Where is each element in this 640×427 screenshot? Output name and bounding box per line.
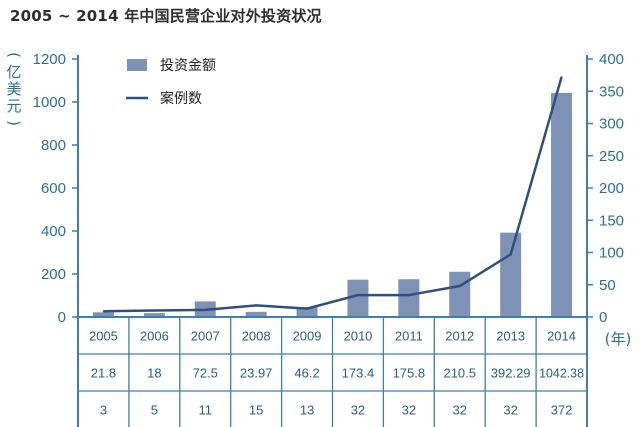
table-amount-cell: 46.2 <box>294 366 319 381</box>
line-point-2013 <box>509 253 512 256</box>
bar-2011 <box>398 279 420 317</box>
bar-series <box>92 92 573 317</box>
table-year-cell: 2013 <box>496 329 525 344</box>
line-point-2010 <box>357 294 359 296</box>
bar-2010 <box>347 279 369 317</box>
data-table: 2005 2006 2007 2008 2009 2010 2011 2012 2013 2014… <box>77 316 588 427</box>
left-tick-label: 1000 <box>33 94 66 111</box>
left-axis-label-char: ( <box>5 52 23 58</box>
table-year-cell: 2010 <box>343 329 372 344</box>
chart-title: 2005 ~ 2014 年中国民营企业对外投资状况 <box>10 7 322 25</box>
left-axis-label-char: 元 <box>6 97 21 115</box>
left-axis-ticks: 0 200 400 600 800 1000 1200 <box>33 51 78 326</box>
right-tick-label: 250 <box>599 148 624 165</box>
right-tick-label: 400 <box>599 51 624 68</box>
line-point-2005 <box>102 310 105 312</box>
table-cases-cell: 15 <box>249 403 263 418</box>
axes <box>77 55 588 317</box>
right-tick-label: 350 <box>599 83 624 100</box>
table-cases-cell: 11 <box>199 403 213 418</box>
legend-bar-swatch <box>127 59 147 71</box>
table-year-cell: 2011 <box>395 329 423 344</box>
left-tick-label: 200 <box>41 266 66 283</box>
line-point-2012 <box>458 285 461 287</box>
left-axis-label-char: 美 <box>6 80 21 98</box>
table-cases-cell: 32 <box>453 403 467 418</box>
table-amount-cell: 210.5 <box>443 366 476 381</box>
table-cases-cell: 32 <box>503 403 517 418</box>
left-axis-label-char: 亿 <box>6 63 21 81</box>
table-year-cell: 2008 <box>242 329 271 344</box>
bar-2013 <box>500 232 522 317</box>
table-cases-cell: 13 <box>300 403 314 418</box>
table-year-cell: 2006 <box>140 329 169 344</box>
legend-label-amount: 投资金额 <box>160 58 216 74</box>
left-tick-label: 600 <box>41 180 66 197</box>
table-cases-cell: 32 <box>402 403 416 418</box>
line-point-2006 <box>153 309 156 312</box>
bar-2009 <box>296 307 318 317</box>
left-tick-label: 1200 <box>33 51 66 68</box>
bar-2008 <box>245 311 267 317</box>
table-amount-cell: 23.97 <box>240 366 273 381</box>
table-amount-cell: 175.8 <box>393 366 426 381</box>
line-point-2007 <box>204 309 207 311</box>
line-point-2008 <box>255 304 257 307</box>
right-axis-label: (年) <box>605 330 632 348</box>
right-tick-label: 0 <box>599 309 607 326</box>
right-tick-label: 200 <box>599 180 624 197</box>
line-point-2014 <box>560 76 563 78</box>
right-tick-label: 150 <box>599 212 624 229</box>
legend-label-cases: 案例数 <box>160 90 202 107</box>
line-series <box>102 76 563 313</box>
table-cases-cell: 32 <box>351 403 365 418</box>
right-axis-label-text: (年) <box>605 330 632 348</box>
left-tick-label: 800 <box>41 137 66 154</box>
case-count-line <box>103 76 563 313</box>
bar-2014 <box>551 92 573 317</box>
table-amount-cell: 173.4 <box>342 366 375 381</box>
table-year-cell: 2012 <box>445 329 474 344</box>
bar-2005 <box>92 312 114 317</box>
table-amount-cell: 392.29 <box>491 366 531 381</box>
line-point-2009 <box>306 307 308 310</box>
table-year-cell: 2005 <box>89 329 118 344</box>
right-tick-label: 50 <box>599 277 616 294</box>
line-point-2011 <box>408 294 410 296</box>
left-axis-label: ( 亿美元) <box>5 52 23 126</box>
table-year-cell: 2014 <box>547 329 576 344</box>
bar-2006 <box>143 313 165 317</box>
right-axis-ticks: 0 50 100 150 200 250 300 350 400 <box>587 51 624 326</box>
table-cases-cell: 3 <box>100 403 107 418</box>
right-tick-label: 100 <box>599 245 624 262</box>
right-tick-label: 300 <box>599 116 624 133</box>
table-cases-cell: 5 <box>151 403 158 418</box>
table-year-cell: 2009 <box>293 329 322 344</box>
table-amount-cell: 72.5 <box>193 366 218 381</box>
bar-2012 <box>449 271 471 317</box>
table-cases-cell: 372 <box>551 403 573 418</box>
left-tick-label: 400 <box>41 223 66 240</box>
table-amount-cell: 1042.38 <box>539 366 584 381</box>
table-amount-cell: 18 <box>147 366 161 381</box>
table-amount-cell: 21.8 <box>91 366 116 381</box>
left-axis-label-char: ) <box>5 120 23 126</box>
left-tick-label: 0 <box>58 309 66 326</box>
table-year-cell: 2007 <box>191 329 220 344</box>
